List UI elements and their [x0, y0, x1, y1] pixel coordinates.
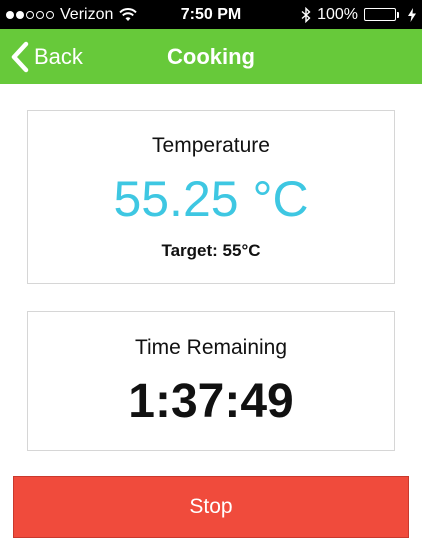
temperature-card: Temperature 55.25 °C Target: 55°C	[27, 110, 395, 284]
time-remaining-value: 1:37:49	[128, 375, 294, 428]
charging-icon	[408, 7, 416, 22]
status-right: 100%	[301, 0, 416, 29]
wifi-icon	[119, 7, 138, 22]
signal-strength-icon	[6, 10, 54, 19]
page-title: Cooking	[167, 44, 255, 69]
temperature-target: Target: 55°C	[161, 241, 261, 260]
status-left: Verizon	[6, 0, 138, 29]
temperature-value: 55.25 °C	[113, 171, 309, 227]
bluetooth-icon	[301, 6, 311, 23]
status-time: 7:50 PM	[180, 6, 242, 23]
carrier-name: Verizon	[60, 5, 114, 23]
battery-icon	[364, 8, 399, 21]
temperature-label: Temperature	[152, 134, 270, 157]
status-bar: Verizon 7:50 PM 100%	[0, 0, 422, 29]
stop-button[interactable]: Stop	[13, 476, 409, 538]
back-label: Back	[34, 43, 83, 69]
time-remaining-label: Time Remaining	[134, 336, 288, 359]
back-button[interactable]: Back	[10, 29, 83, 84]
navigation-bar: Back Cooking	[0, 29, 422, 84]
time-remaining-card: Time Remaining 1:37:49	[27, 311, 395, 451]
battery-percent: 100%	[317, 5, 358, 23]
chevron-left-icon	[10, 41, 30, 73]
